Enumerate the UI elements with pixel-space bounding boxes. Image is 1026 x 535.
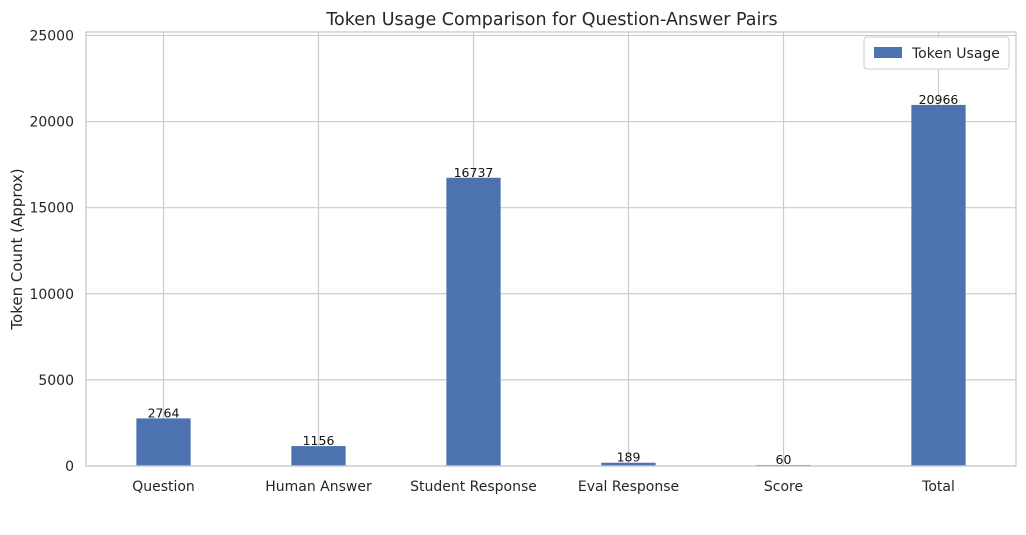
- bar-value-label: 60: [776, 452, 792, 467]
- y-tick-label: 0: [65, 459, 74, 475]
- y-axis-ticks: 0 5000 10000 15000 20000 25000: [29, 28, 74, 475]
- bars: [136, 104, 966, 467]
- x-tick-label: Human Answer: [265, 479, 372, 495]
- bar: [291, 446, 346, 466]
- x-axis-ticks: Question Human Answer Student Response Eval…: [132, 479, 955, 495]
- x-tick-label: Eval Response: [578, 479, 679, 495]
- bar-value-label: 189: [617, 450, 641, 465]
- bar: [136, 418, 191, 466]
- y-tick-label: 25000: [29, 28, 74, 44]
- bar: [446, 177, 501, 467]
- bar: [601, 462, 656, 466]
- y-tick-label: 5000: [38, 373, 74, 389]
- bar: [911, 104, 966, 467]
- x-tick-label: Student Response: [410, 479, 537, 495]
- bar-value-label: 2764: [148, 405, 180, 420]
- value-labels: 2764 1156 16737 189 60 20966: [148, 92, 959, 467]
- y-tick-label: 15000: [29, 201, 74, 217]
- chart-title: Token Usage Comparison for Question-Answ…: [325, 10, 777, 30]
- x-tick-label: Question: [132, 479, 195, 495]
- y-tick-label: 10000: [29, 287, 74, 303]
- legend-swatch: [874, 47, 902, 58]
- y-axis-label: Token Count (Approx): [8, 168, 26, 330]
- bar-value-label: 20966: [919, 92, 959, 107]
- y-tick-label: 20000: [29, 115, 74, 131]
- bar-value-label: 16737: [454, 165, 494, 180]
- legend: Token Usage: [863, 36, 1010, 70]
- legend-frame: [863, 36, 1010, 70]
- bar-value-label: 1156: [303, 433, 335, 448]
- x-tick-label: Score: [764, 479, 803, 495]
- legend-entry-label: Token Usage: [911, 46, 1000, 62]
- x-tick-label: Total: [921, 479, 955, 495]
- plot-frame: [85, 31, 1017, 467]
- grid: [86, 32, 1016, 467]
